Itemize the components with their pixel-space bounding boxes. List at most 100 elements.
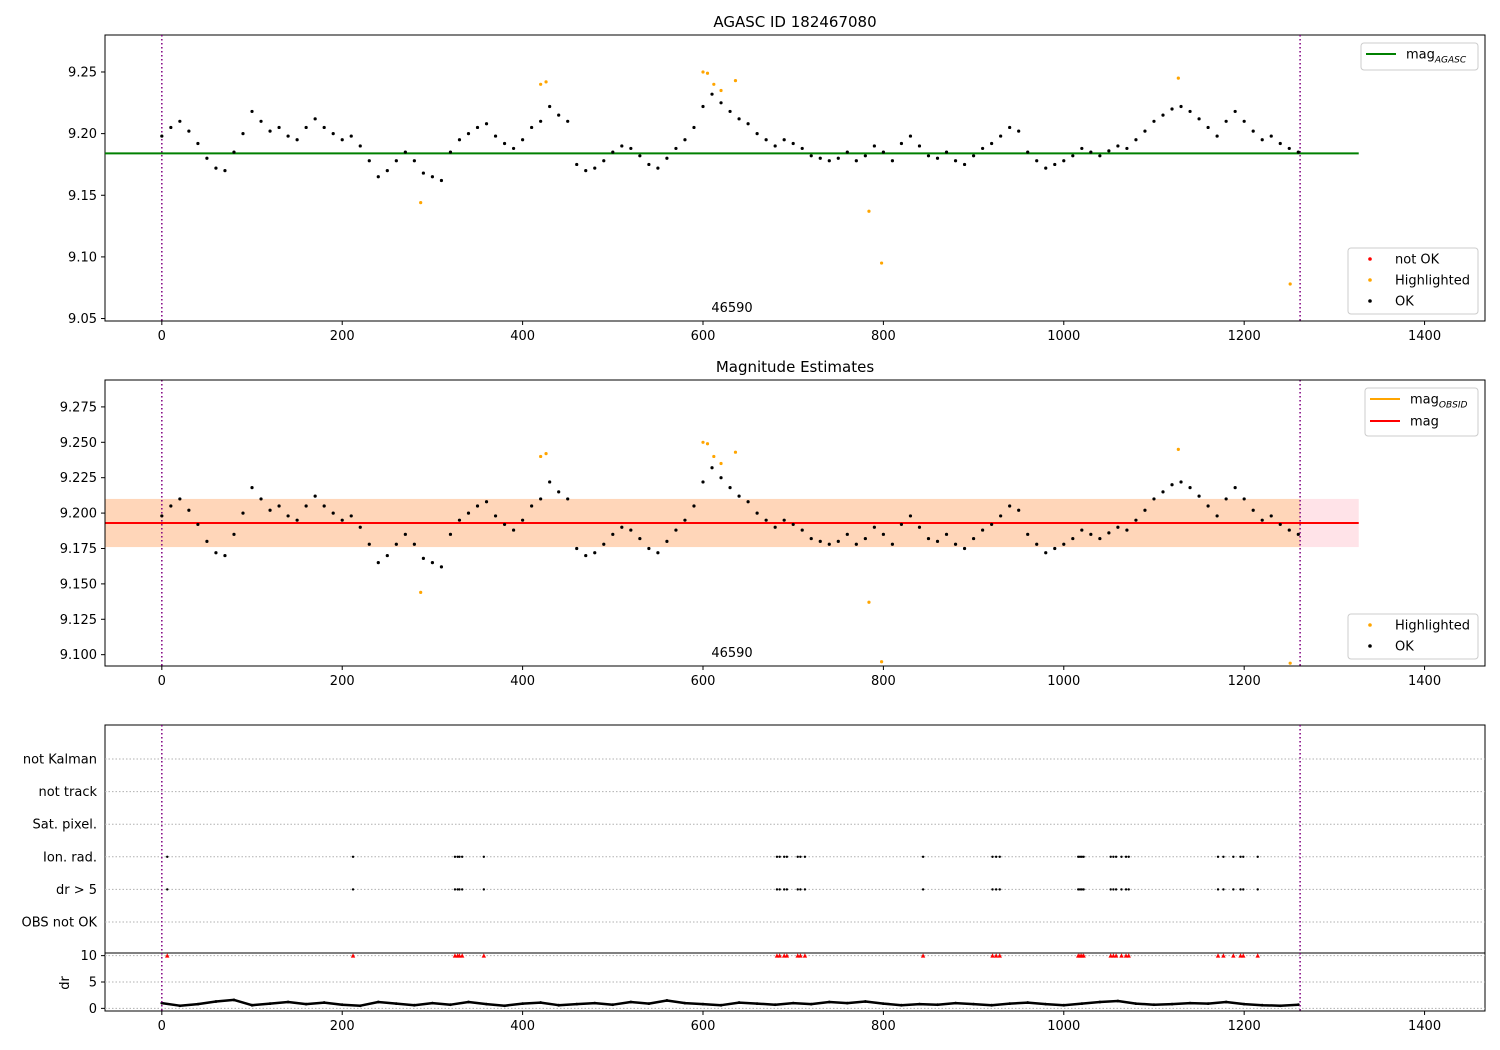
p2-ok-point	[1296, 532, 1300, 536]
p1-legend-marker	[1368, 299, 1372, 303]
p1-ok-point	[286, 134, 290, 138]
p1-ok-point	[268, 129, 272, 133]
p2-ok-point	[773, 525, 777, 529]
p2-ok-point	[484, 500, 489, 504]
p3-dr-point	[683, 1001, 687, 1005]
p1-highlighted-point	[701, 70, 705, 74]
p2-ok-point	[511, 528, 516, 532]
p2-ok-point	[602, 542, 606, 546]
p2-ok-point	[665, 539, 669, 544]
p2-ok-point	[557, 490, 561, 494]
p1-ok-point	[872, 144, 876, 148]
p3-flag-point	[803, 855, 807, 858]
p3-dr-point	[268, 1002, 272, 1006]
p2-ytick-label: 9.200	[60, 507, 97, 522]
p1-ok-point	[484, 122, 489, 126]
p1-highlighted-point	[539, 82, 543, 86]
p1-ok-point	[358, 144, 362, 148]
p2-highlighted-point	[539, 454, 543, 459]
p2-ok-point	[349, 514, 353, 518]
p1-ok-point	[1224, 119, 1228, 123]
p1-ok-point	[764, 138, 768, 142]
p3-flag-point	[998, 888, 1001, 891]
p2-ok-point	[755, 511, 759, 515]
p2-ok-point	[1197, 494, 1201, 498]
p2-legend-subscript: OBSID	[1439, 401, 1468, 411]
p1-ok-point	[881, 150, 885, 154]
p3-dr-point	[503, 1004, 506, 1008]
p3-flag-point	[991, 855, 994, 858]
p1-ok-point	[629, 146, 633, 151]
p3-flag-point	[1114, 888, 1118, 891]
p3-flag-point	[998, 855, 1001, 858]
p1-ok-point	[205, 156, 209, 160]
p2-ok-point	[1269, 514, 1273, 518]
p2-ok-point	[493, 514, 498, 518]
p1-ok-point	[944, 150, 949, 154]
p2-ok-point	[656, 551, 660, 555]
p1-ok-point	[322, 125, 326, 130]
p3-flag-point	[1114, 855, 1118, 858]
p1-legend-subscript: AGASC	[1434, 56, 1467, 66]
p1-ok-point	[1134, 138, 1138, 142]
p3-dr-clipped-marker	[1119, 953, 1124, 958]
p1-ok-point	[511, 146, 516, 151]
p3-flag-point	[1127, 855, 1130, 858]
p1-ok-point	[169, 125, 173, 130]
p2-ok-point	[385, 553, 389, 558]
p1-ok-point	[448, 150, 453, 154]
p2-ok-point	[728, 486, 732, 490]
p1-ok-point	[430, 175, 435, 179]
p1-ok-point	[412, 159, 416, 163]
p1-ok-point	[818, 156, 822, 160]
p1-ok-point	[1062, 159, 1066, 163]
p3-dr-point	[755, 1002, 759, 1006]
p3-dr-point	[286, 1000, 290, 1004]
p2-ok-point	[439, 565, 444, 569]
p2-highlighted-point	[719, 461, 723, 466]
p3-flag-row-label: not track	[38, 785, 97, 800]
p3-flag-point	[1124, 888, 1128, 891]
p3-dr-point	[1152, 1003, 1156, 1007]
p2-ok-point	[872, 525, 876, 529]
p2-ok-point	[277, 504, 281, 508]
p1-ok-point	[1044, 166, 1048, 170]
p3-dr-clipped-marker	[802, 953, 808, 958]
p1-ok-point	[809, 154, 813, 158]
p2-ok-point	[1188, 486, 1192, 490]
p1-ok-point	[521, 138, 525, 142]
p1-highlighted-point	[705, 71, 710, 75]
p2-ok-point	[412, 542, 416, 546]
p3-dr-point	[449, 1003, 452, 1007]
p1-ok-point	[1107, 149, 1111, 153]
p2-ok-point	[1170, 483, 1174, 487]
p2-ok-point	[575, 546, 579, 551]
p2-legend-label: mag	[1410, 415, 1439, 430]
p3-flag-point	[782, 855, 786, 858]
p2-highlighted-point	[705, 442, 710, 446]
p2-ok-point	[1251, 508, 1255, 512]
p2-legend-label: OK	[1395, 640, 1414, 655]
p3-dr-point	[196, 1002, 200, 1006]
p1-legend-label: not OK	[1395, 253, 1440, 268]
p2-ok-point	[1125, 528, 1129, 532]
p3-dr-clipped-marker	[1231, 953, 1236, 958]
p2-ok-point	[971, 536, 976, 541]
p1-ok-point	[755, 132, 759, 136]
p1-ytick-label: 9.10	[68, 250, 97, 265]
p1-ok-point	[566, 119, 570, 123]
p3-flag-point	[482, 888, 486, 891]
p3-flag-point	[1127, 888, 1130, 891]
p3-flag-point	[166, 888, 169, 891]
p2-ok-point	[178, 497, 182, 501]
p2-xtick-label: 400	[510, 674, 535, 689]
p3-dr-point	[304, 1002, 308, 1006]
p2-ok-point	[917, 525, 922, 529]
flags-panel: not Kalman not track Sat. pixel. Ion. rad. d…	[22, 724, 1486, 1034]
p3-plot-area	[104, 724, 1486, 1012]
p2-ok-point	[629, 528, 633, 532]
p2-ytick-label: 9.175	[60, 542, 97, 557]
p3-dr-clipped-marker	[1221, 953, 1226, 958]
p3-flag-point	[1239, 855, 1242, 858]
p2-ok-point	[1017, 508, 1021, 512]
